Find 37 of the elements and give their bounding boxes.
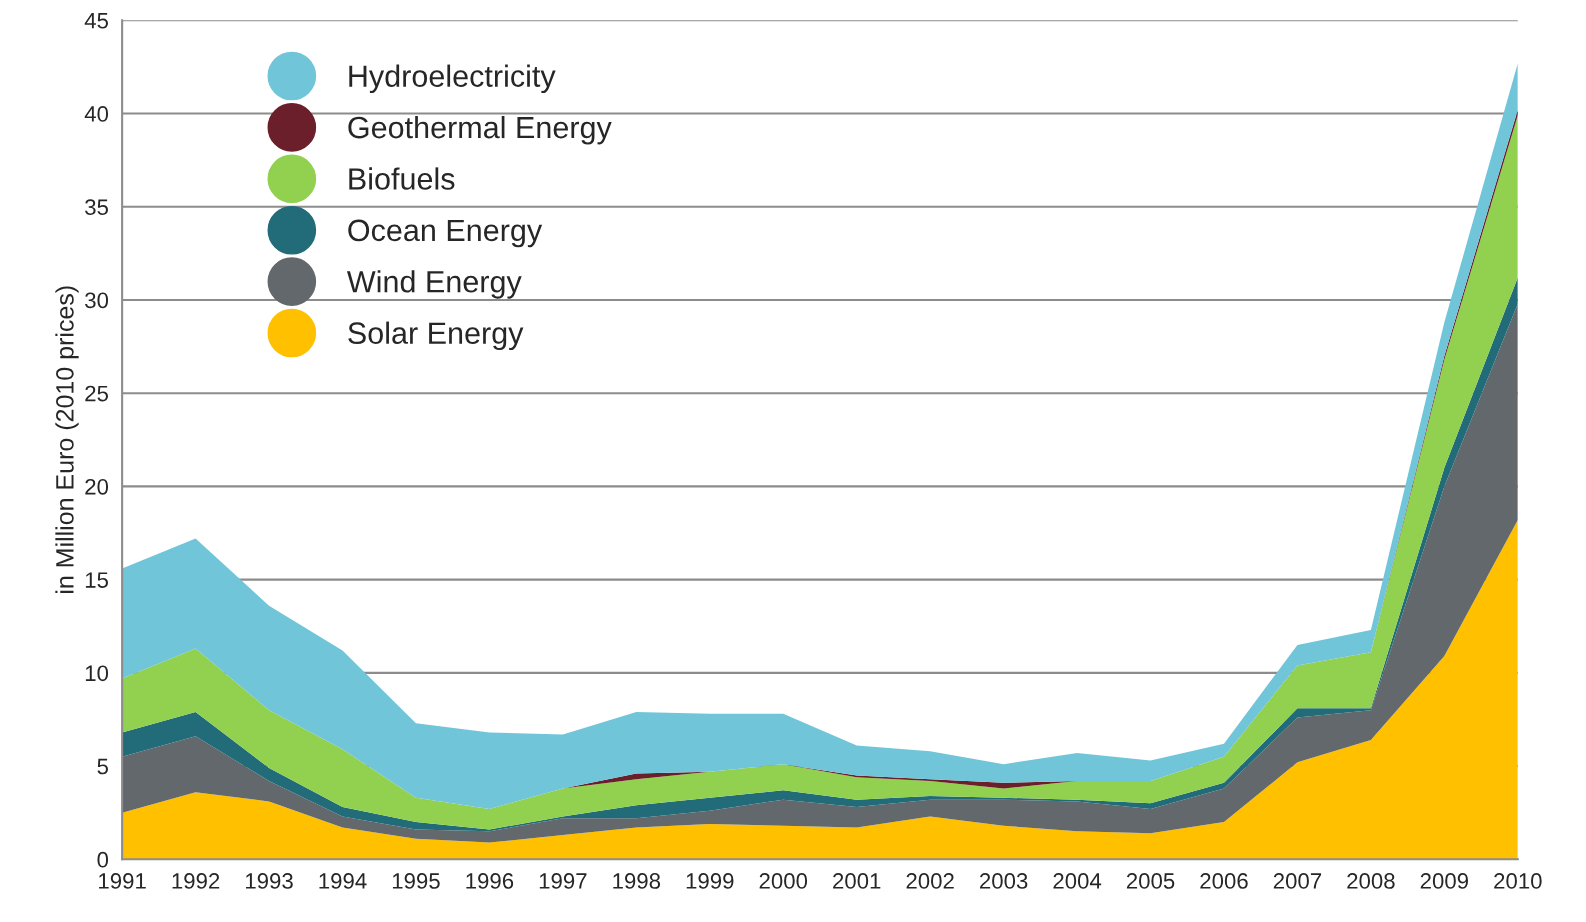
x-tick-label: 2002 [906,873,954,889]
y-tick-label: 10 [85,665,109,682]
legend-label: Wind Energy [346,270,522,299]
x-tick-label: 2007 [1273,873,1322,889]
x-tick-label: 1992 [172,873,220,889]
legend-label: Geothermal Energy [348,115,612,145]
y-tick-label: 35 [85,199,108,215]
x-tick-label: 1997 [539,873,587,889]
y-axis-title: in Million Euro (2010 prices) [55,286,79,594]
y-tick-label: 25 [85,385,108,402]
x-tick-label: 2009 [1420,873,1469,889]
x-tick-label: 1995 [392,873,440,889]
y-tick-label: 45 [84,13,108,29]
legend-label: Biofuels [349,167,455,190]
legend-label: Solar Energy [348,321,524,351]
x-tick-label: 1996 [466,873,514,889]
x-tick-label: 1999 [686,873,734,889]
x-tick-label: 2008 [1347,873,1395,889]
y-tick-label: 0 [97,851,109,868]
x-tick-label: 2003 [980,873,1028,889]
legend-label: Hydroelectricity [349,64,556,94]
y-tick-label: 5 [97,758,108,775]
x-tick-label: 2010 [1494,873,1542,889]
y-tick-label: 15 [85,572,108,588]
x-tick-label: 1998 [613,873,661,889]
y-tick-label: 30 [85,292,109,309]
x-tick-label: 1991 [99,873,146,889]
x-tick-label: 2000 [759,873,808,889]
x-tick-label: 1993 [246,873,293,889]
y-tick-label: 20 [85,478,109,495]
x-tick-label: 2001 [833,873,881,889]
x-tick-label: 2004 [1053,873,1102,889]
legend-label: Ocean Energy [348,219,543,248]
x-tick-label: 2006 [1200,873,1248,889]
x-tick-label: 2005 [1126,873,1175,889]
y-tick-label: 40 [84,106,109,122]
x-tick-label: 1994 [319,873,367,889]
